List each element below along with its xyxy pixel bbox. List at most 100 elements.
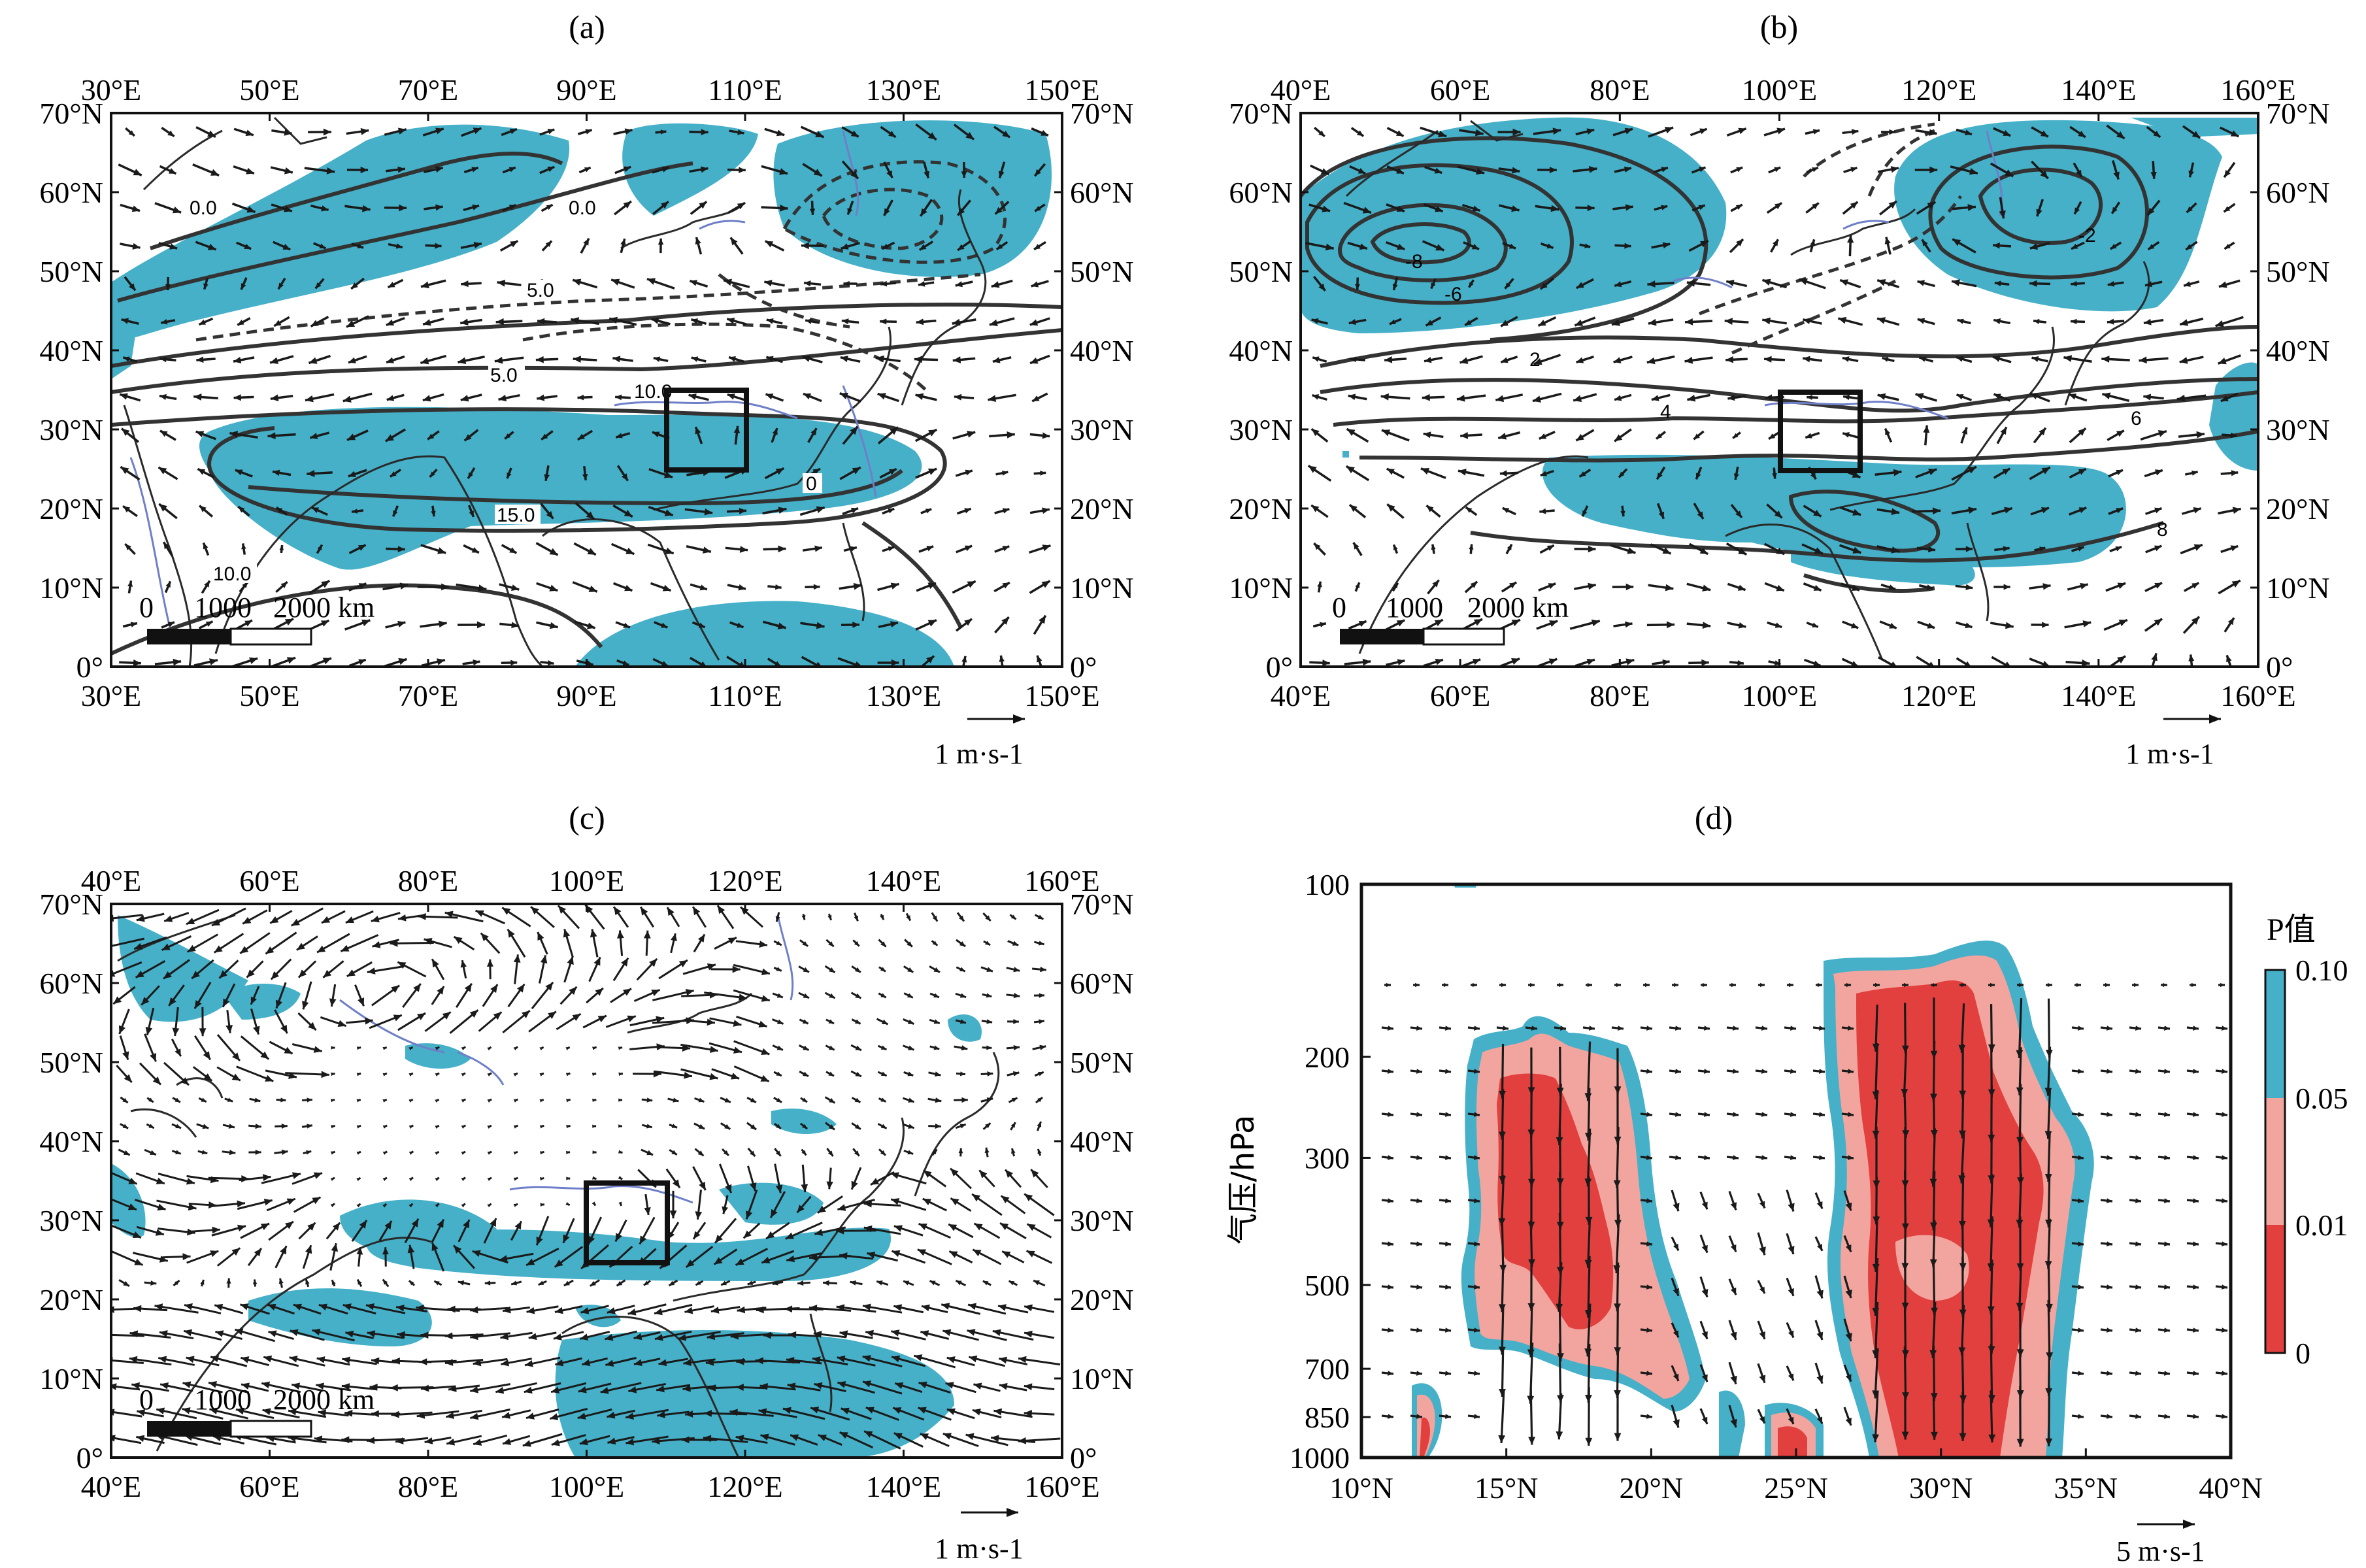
wind-arrowhead xyxy=(1011,1097,1018,1103)
wind-arrowhead xyxy=(1474,1069,1480,1074)
panel-label: (d) xyxy=(1695,799,1733,836)
wind-arrowhead xyxy=(1445,1026,1451,1031)
wind-arrowhead xyxy=(1588,582,1596,590)
reference-vector-label: 5 m·s-1 xyxy=(2116,1535,2205,1567)
wind-arrowhead xyxy=(1035,169,1041,176)
wind-arrowhead xyxy=(1656,433,1663,439)
wind-arrowhead xyxy=(993,1408,1003,1416)
reference-vector-label: 1 m·s-1 xyxy=(935,738,1024,770)
wind-arrowhead xyxy=(285,1221,293,1229)
wind-arrow xyxy=(1501,1349,1505,1397)
lat-tick-label: 30°N xyxy=(39,1204,103,1237)
wind-arrowhead xyxy=(366,1437,375,1444)
wind-arrowhead xyxy=(1434,620,1443,627)
wind-arrowhead xyxy=(175,1048,181,1057)
wind-arrowhead xyxy=(526,1258,535,1265)
wind-arrowhead xyxy=(1701,659,1709,666)
lat-tick-label: 20°N xyxy=(1620,1471,1684,1505)
wind-arrowhead xyxy=(880,1150,886,1156)
wind-arrowhead xyxy=(1311,429,1320,437)
wind-arrowhead xyxy=(1759,1331,1765,1340)
lat-tick-label: 60°N xyxy=(39,176,103,209)
wind-arrowhead xyxy=(473,127,482,135)
wind-arrowhead xyxy=(270,394,279,402)
panel-d: (d) xyxy=(1225,799,2348,1567)
wind-arrowhead xyxy=(566,1176,571,1180)
wind-arrowhead xyxy=(761,1048,770,1055)
wind-arrowhead xyxy=(1460,432,1469,439)
wind-arrowhead xyxy=(1431,282,1436,289)
wind-arrowhead xyxy=(2135,1155,2141,1160)
wind-arrowhead xyxy=(524,1386,533,1394)
lat-tick-label: 70°N xyxy=(39,97,103,130)
wind-arrowhead xyxy=(932,915,938,922)
wind-arrowhead xyxy=(1812,622,1818,627)
wind-arrowhead xyxy=(238,507,245,513)
wind-arrowhead xyxy=(1789,982,1793,988)
wind-arrowhead xyxy=(278,1278,284,1284)
wind-arrowhead xyxy=(658,1359,667,1367)
wind-arrowhead xyxy=(249,657,258,665)
lat-tick-label: 10°N xyxy=(1070,1362,1134,1395)
wind-arrowhead xyxy=(1888,584,1896,590)
wind-arrowhead xyxy=(1358,621,1367,627)
wind-arrowhead xyxy=(2107,1414,2112,1419)
wind-arrowhead xyxy=(1387,504,1395,512)
wind-arrowhead xyxy=(1999,210,2006,219)
wind-arrowhead xyxy=(2230,130,2239,137)
wind-arrowhead xyxy=(291,918,300,926)
wind-arrowhead xyxy=(865,1329,875,1337)
wind-arrowhead xyxy=(513,954,521,963)
lat-tick-label: 30°N xyxy=(1070,413,1134,446)
wind-arrowhead xyxy=(1695,473,1701,480)
wind-arrowhead xyxy=(952,356,961,363)
region-box xyxy=(584,1180,670,1265)
wind-arrowhead xyxy=(165,581,171,588)
wind-arrowhead xyxy=(1893,469,1902,476)
wind-arrowhead xyxy=(2193,544,2203,551)
wind-arrowhead xyxy=(1845,1374,1852,1382)
wind-arrowhead xyxy=(633,1333,642,1341)
wind-arrowhead xyxy=(607,1307,616,1314)
wind-arrowhead xyxy=(1931,1431,1938,1440)
wind-arrowhead xyxy=(2135,1414,2141,1419)
wind-arrowhead xyxy=(111,914,114,922)
wind-arrowhead xyxy=(420,281,429,289)
pressure-tick-label: 700 xyxy=(1305,1352,1350,1386)
wind-arrowhead xyxy=(1929,166,1938,174)
wind-arrowhead xyxy=(472,204,480,210)
wind-arrowhead xyxy=(763,1331,771,1339)
wind-arrowhead xyxy=(927,468,937,475)
wind-arrowhead xyxy=(737,1306,746,1314)
wind-arrowhead xyxy=(704,508,713,516)
wind-arrowhead xyxy=(1037,914,1044,920)
wind-arrowhead xyxy=(365,1017,373,1025)
lat-tick-label: 60°N xyxy=(1070,967,1134,1000)
wind-arrowhead xyxy=(346,433,356,441)
wind-arrowhead xyxy=(2071,318,2077,325)
contour-label: -8 xyxy=(1405,251,1423,273)
wind-arrowhead xyxy=(1432,580,1439,588)
wind-arrowhead xyxy=(803,280,811,287)
wind-arrowhead xyxy=(1738,622,1746,629)
wind-arrowhead xyxy=(1426,505,1434,512)
wind-arrowhead xyxy=(1388,1198,1393,1203)
wind-arrowhead xyxy=(802,1124,808,1129)
wind-arrowhead xyxy=(348,357,356,363)
wind-arrowhead xyxy=(208,1201,217,1209)
wind-arrowhead xyxy=(698,1097,705,1103)
wind-arrowhead xyxy=(495,318,504,325)
wind-arrowhead xyxy=(158,467,167,475)
wind-arrowhead xyxy=(730,1332,739,1340)
wind-arrowhead xyxy=(2221,395,2229,401)
wind-arrowhead xyxy=(987,1071,993,1076)
wind-arrowhead xyxy=(507,929,515,938)
wind-arrowhead xyxy=(326,167,335,175)
wind-arrowhead xyxy=(1311,318,1319,324)
wind-arrowhead xyxy=(693,1231,701,1239)
wind-arrowhead xyxy=(826,1181,833,1190)
wind-arrowhead xyxy=(1704,1155,1710,1160)
wind-arrowhead xyxy=(286,657,295,664)
wind-arrowhead xyxy=(2231,470,2239,476)
wind-arrowhead xyxy=(854,1019,861,1024)
